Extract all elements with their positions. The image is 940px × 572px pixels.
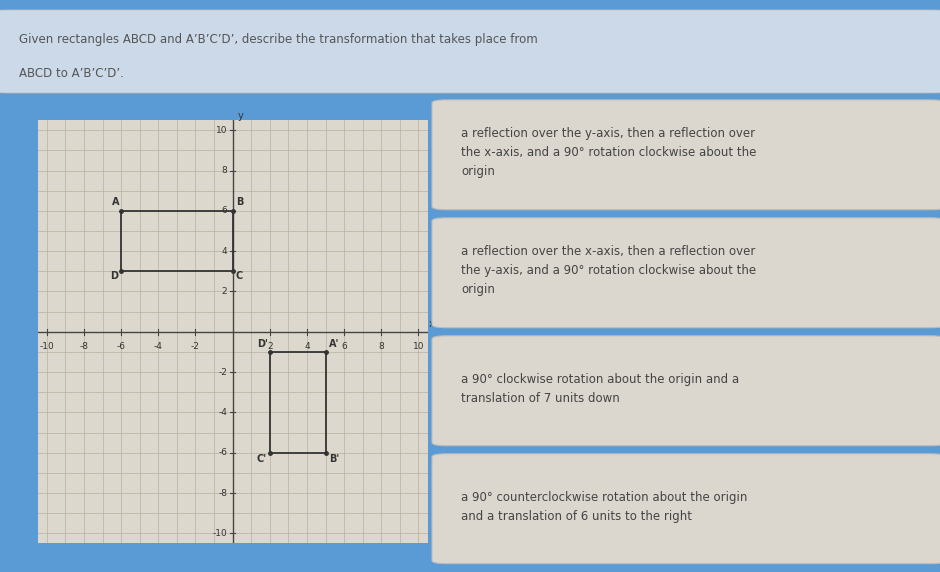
Text: -8: -8: [80, 342, 88, 351]
Text: B: B: [236, 197, 243, 206]
Text: 6: 6: [221, 206, 227, 215]
Text: 2: 2: [222, 287, 227, 296]
Text: -4: -4: [154, 342, 163, 351]
Text: D': D': [257, 339, 268, 349]
Text: B': B': [329, 454, 339, 464]
Text: a reflection over the x-axis, then a reflection over
the y-axis, and a 90° rotat: a reflection over the x-axis, then a ref…: [461, 245, 756, 296]
Text: x: x: [429, 319, 434, 329]
Text: 2: 2: [267, 342, 273, 351]
Text: -2: -2: [218, 368, 227, 376]
FancyBboxPatch shape: [432, 454, 940, 563]
Text: 4: 4: [305, 342, 310, 351]
Text: a 90° counterclockwise rotation about the origin
and a translation of 6 units to: a 90° counterclockwise rotation about th…: [461, 491, 747, 523]
FancyBboxPatch shape: [0, 10, 940, 93]
Text: 10: 10: [215, 126, 227, 134]
Text: -10: -10: [212, 529, 227, 538]
Text: 8: 8: [379, 342, 384, 351]
Text: -10: -10: [39, 342, 55, 351]
Text: A: A: [112, 197, 119, 206]
Text: 4: 4: [222, 247, 227, 256]
Text: 6: 6: [341, 342, 347, 351]
Text: y: y: [237, 111, 243, 121]
Text: Given rectangles ABCD and A’B’C’D’, describe the transformation that takes place: Given rectangles ABCD and A’B’C’D’, desc…: [19, 33, 538, 46]
Text: a 90° clockwise rotation about the origin and a
translation of 7 units down: a 90° clockwise rotation about the origi…: [461, 373, 739, 404]
Text: -8: -8: [218, 488, 227, 498]
FancyBboxPatch shape: [432, 100, 940, 210]
Text: 8: 8: [221, 166, 227, 175]
Text: -2: -2: [191, 342, 200, 351]
Text: a reflection over the y-axis, then a reflection over
the x-axis, and a 90° rotat: a reflection over the y-axis, then a ref…: [461, 127, 757, 178]
Text: A': A': [329, 339, 339, 349]
FancyBboxPatch shape: [432, 336, 940, 446]
Text: -6: -6: [117, 342, 126, 351]
Text: -6: -6: [218, 448, 227, 457]
Text: C: C: [235, 271, 243, 281]
Text: 10: 10: [413, 342, 424, 351]
Text: C': C': [257, 454, 267, 464]
FancyBboxPatch shape: [432, 218, 940, 328]
Text: ABCD to A’B’C’D’.: ABCD to A’B’C’D’.: [19, 67, 123, 81]
Text: D: D: [110, 271, 118, 281]
Text: -4: -4: [218, 408, 227, 417]
